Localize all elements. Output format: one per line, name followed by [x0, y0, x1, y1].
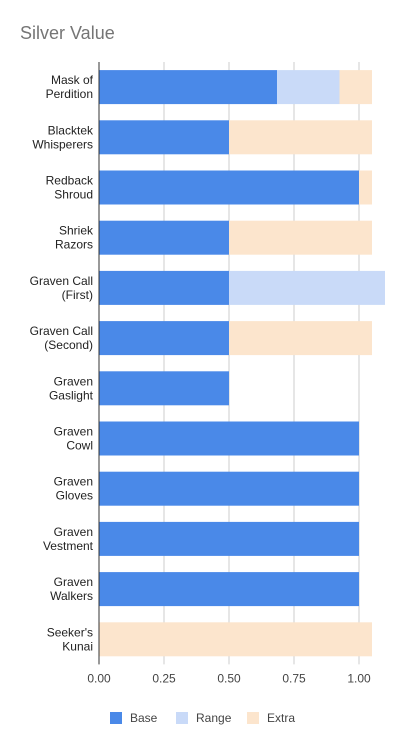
bar-base-2[interactable]: [99, 170, 359, 205]
x-tick-label: 0.50: [217, 671, 241, 685]
legend-swatch: [247, 712, 259, 724]
bar-extra-3[interactable]: [229, 220, 372, 255]
bar-base-0[interactable]: [99, 70, 278, 105]
bar-base-8[interactable]: [99, 471, 359, 506]
bar-base-5[interactable]: [99, 321, 229, 356]
category-label: Graven Call (Second): [30, 324, 93, 352]
x-tick-labels: 0.00 0.25 0.50 0.75 1.00: [87, 671, 371, 685]
bar-extra-0[interactable]: [339, 70, 373, 105]
legend[interactable]: Base Range Extra: [110, 711, 295, 725]
x-tick-label: 0.75: [282, 671, 306, 685]
category-label: Seeker's Kunai: [47, 625, 93, 653]
legend-item-extra[interactable]: Extra: [247, 711, 295, 725]
bar-extra-2[interactable]: [359, 170, 372, 205]
category-labels: Mask of Perdition Blacktek Whisperers Redbac…: [30, 73, 94, 653]
x-tick-label: 0.00: [87, 671, 111, 685]
bar-base-10[interactable]: [99, 572, 359, 607]
legend-label: Base: [130, 711, 158, 725]
category-label: Graven Gloves: [54, 475, 93, 503]
x-tick-label: 0.25: [152, 671, 176, 685]
category-label: Redback Shroud: [46, 174, 94, 202]
legend-swatch: [110, 712, 122, 724]
bar-extra-11[interactable]: [99, 622, 372, 657]
category-label: Graven Cowl: [54, 425, 93, 453]
category-label: Graven Gaslight: [49, 374, 94, 402]
category-label: Graven Vestment: [43, 525, 94, 553]
bar-extra-5[interactable]: [229, 321, 372, 356]
bar-base-6[interactable]: [99, 371, 229, 406]
category-label: Graven Call (First): [30, 274, 93, 302]
category-label: Shriek Razors: [55, 224, 94, 252]
bar-extra-1[interactable]: [229, 120, 372, 155]
category-label: Blacktek Whisperers: [32, 123, 94, 151]
legend-item-range[interactable]: Range: [176, 711, 232, 725]
x-tick-label: 1.00: [347, 671, 371, 685]
legend-label: Extra: [267, 711, 295, 725]
bar-base-3[interactable]: [99, 220, 229, 255]
bar-base-7[interactable]: [99, 421, 359, 456]
bar-range-0[interactable]: [277, 70, 340, 105]
legend-label: Range: [196, 711, 232, 725]
category-label: Mask of Perdition: [46, 73, 94, 101]
bar-base-9[interactable]: [99, 521, 359, 556]
bar-base-4[interactable]: [99, 270, 229, 305]
bar-range-4[interactable]: [229, 270, 385, 305]
category-label: Graven Walkers: [50, 575, 93, 603]
legend-swatch: [176, 712, 188, 724]
chart-title: Silver Value: [20, 23, 115, 43]
bar-base-1[interactable]: [99, 120, 229, 155]
legend-item-base[interactable]: Base: [110, 711, 158, 725]
bars: [99, 70, 385, 657]
